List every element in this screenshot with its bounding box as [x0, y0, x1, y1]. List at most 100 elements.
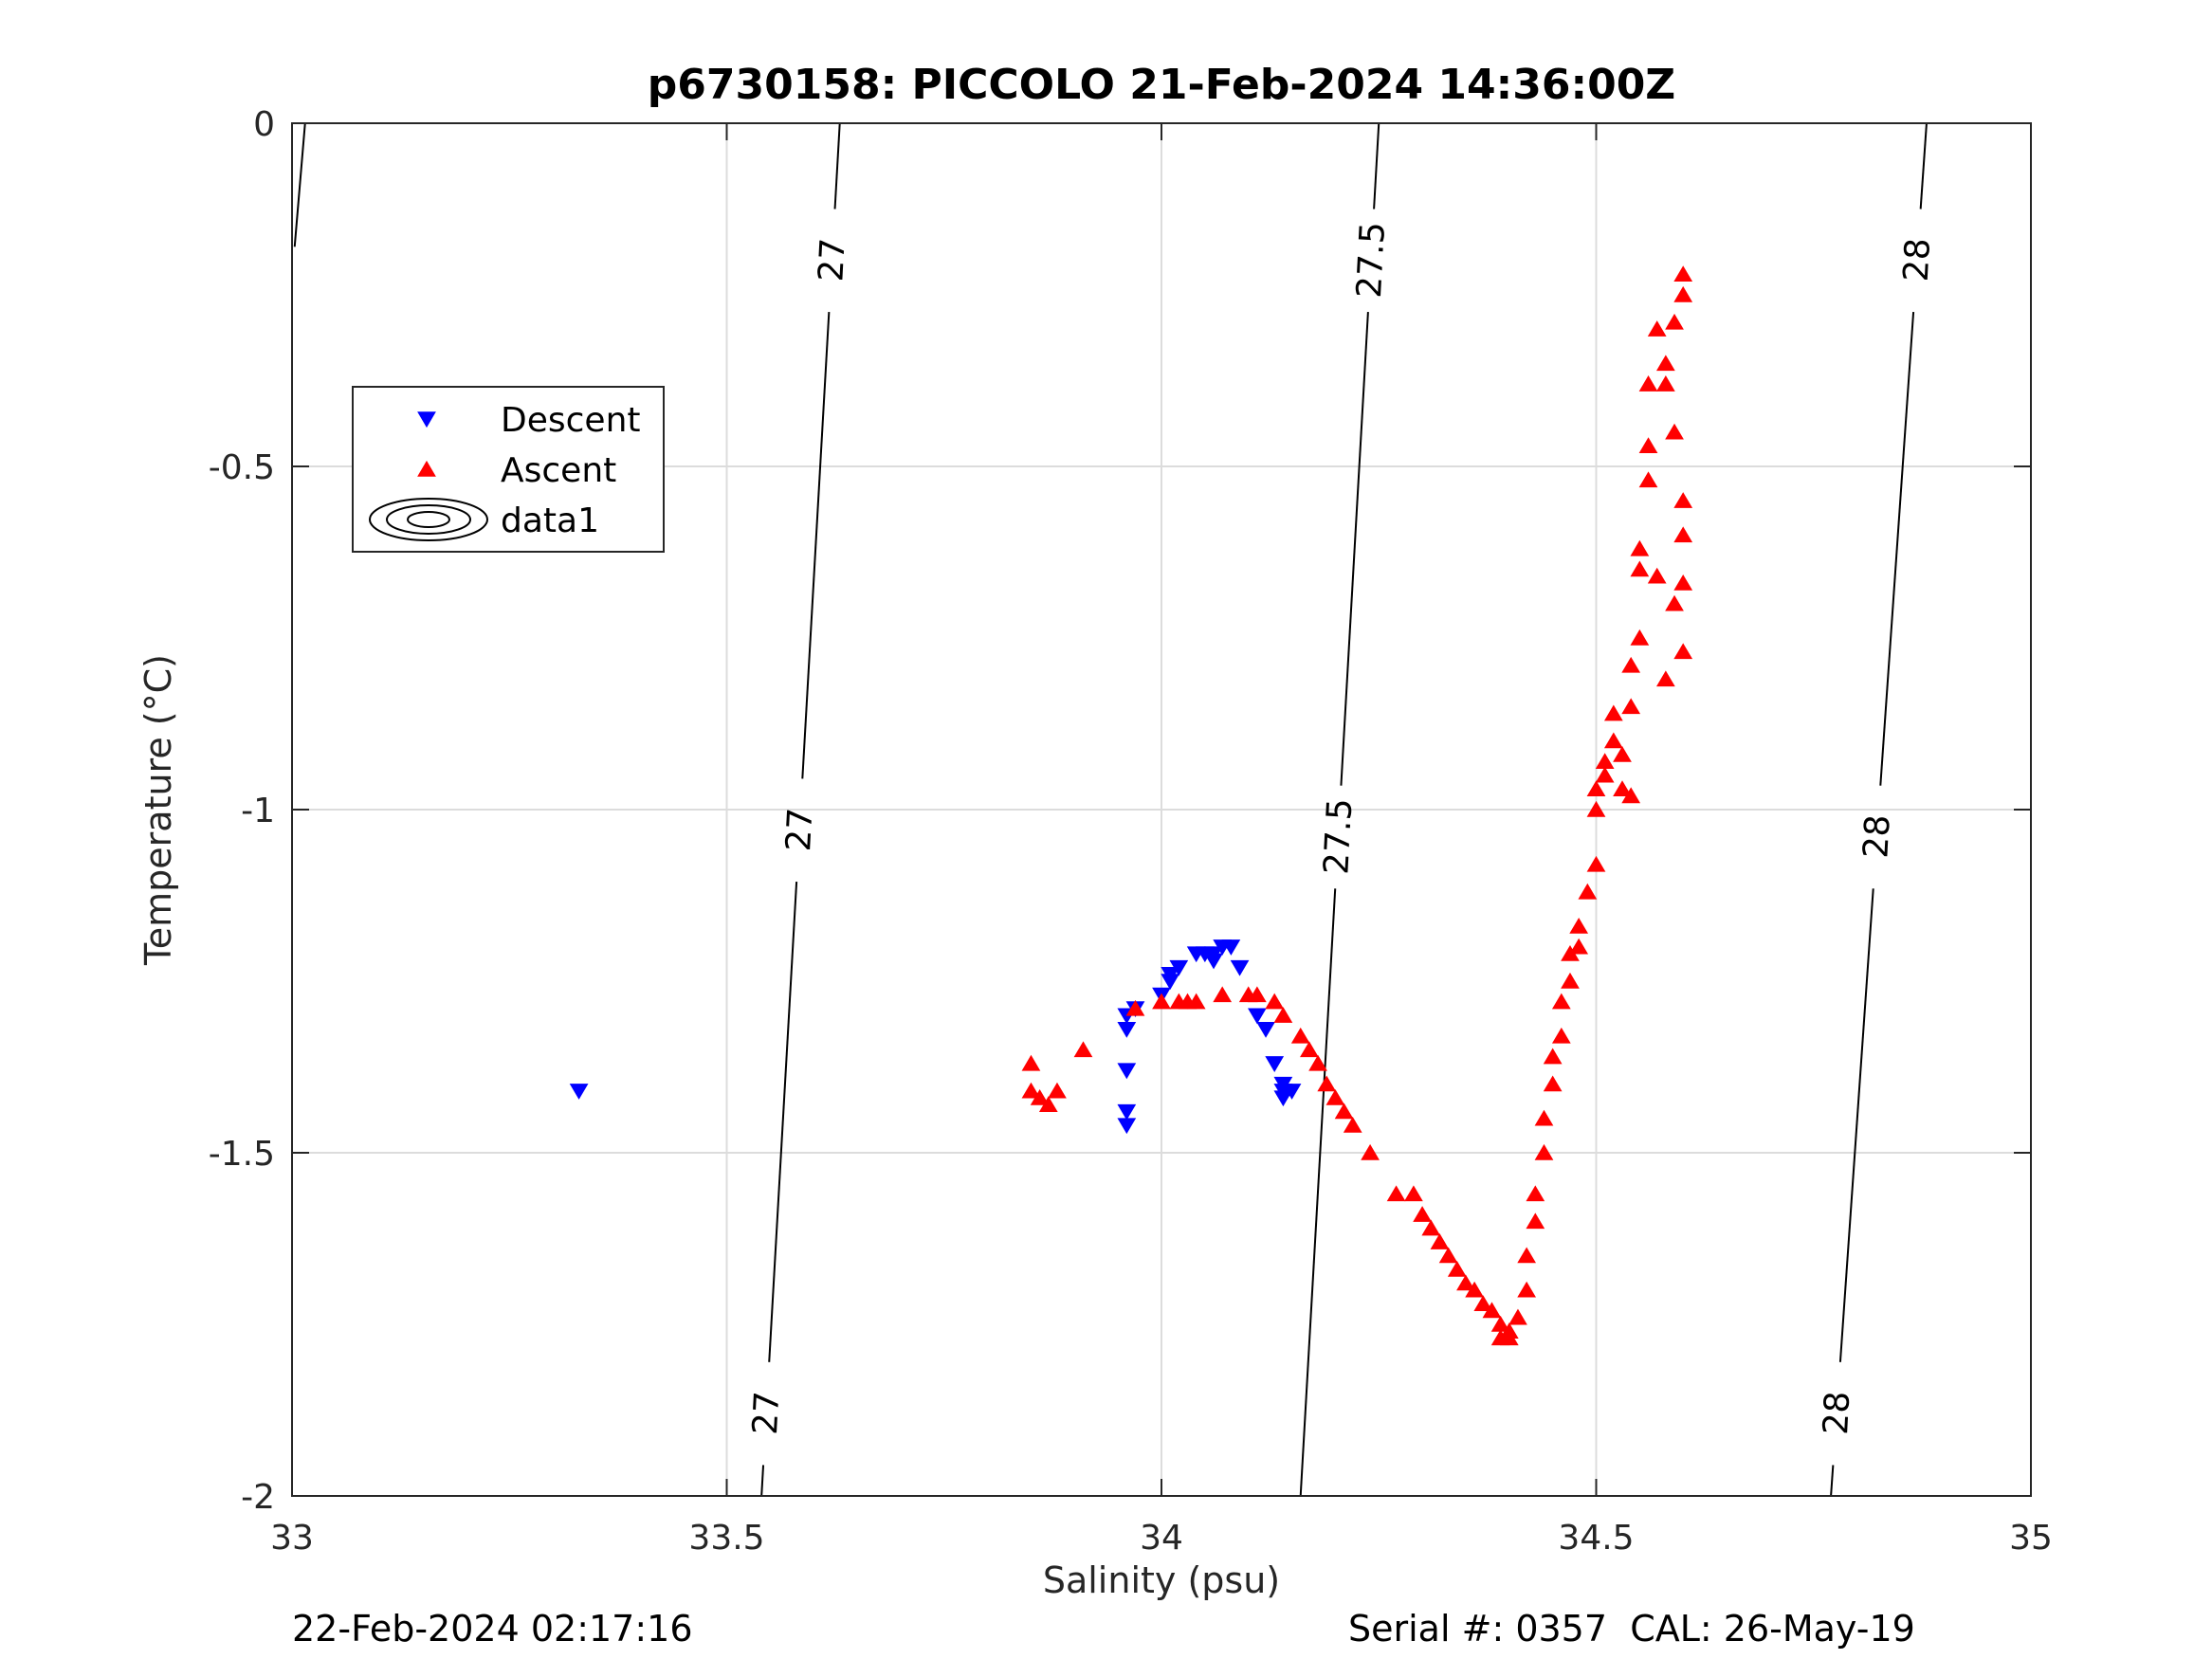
ascent-point	[1473, 1295, 1493, 1311]
ascent-point	[1673, 492, 1693, 508]
ascent-point	[1343, 1116, 1362, 1133]
y-tick-label: -0.5	[209, 448, 275, 487]
ascent-point	[1482, 1302, 1502, 1319]
contour-line	[1879, 312, 1915, 786]
ascent-point	[1517, 1281, 1537, 1298]
series-descent	[569, 939, 1302, 1135]
ascent-point	[1447, 1260, 1467, 1277]
contour-line	[833, 123, 841, 210]
density-contours: 27 27 27 27.5 27.5 28 28 28	[293, 123, 1938, 1496]
contour-line	[1838, 888, 1874, 1362]
ascent-point	[1404, 1185, 1423, 1202]
legend-contour-icon	[369, 498, 488, 541]
legend-descent-marker	[417, 411, 436, 428]
x-tick-label: 34.5	[1558, 1519, 1634, 1558]
ascent-point	[1665, 313, 1684, 330]
ascent-point	[1508, 1308, 1527, 1325]
ascent-point	[1413, 1206, 1432, 1222]
ascent-point	[1465, 1281, 1484, 1298]
legend-box	[352, 386, 665, 553]
ascent-point	[1421, 1219, 1441, 1236]
legend-contour-icon	[407, 511, 450, 528]
ascent-point	[1551, 993, 1571, 1010]
ascent-point	[1638, 471, 1658, 488]
descent-point	[1169, 959, 1189, 976]
ascent-point	[1621, 787, 1641, 804]
ascent-point	[1569, 917, 1589, 934]
legend-entry-ascent: Ascent	[501, 451, 616, 490]
ascent-point	[1438, 1247, 1458, 1264]
contour-label: 27	[779, 807, 820, 852]
legend-entry-descent: Descent	[501, 401, 641, 440]
grid-lines	[291, 122, 2032, 1497]
ascent-point	[1578, 883, 1598, 900]
descent-point	[1117, 1021, 1137, 1038]
y-tick-label: -2	[241, 1478, 275, 1517]
ascent-point	[1213, 986, 1233, 1003]
ascent-point	[1603, 732, 1623, 749]
contour-label: 28	[1897, 237, 1938, 283]
descent-point	[1247, 1008, 1267, 1025]
ascent-point	[1273, 1007, 1293, 1023]
ascent-point	[1638, 437, 1658, 453]
ascent-point	[1534, 1143, 1554, 1160]
x-axis-label: Salinity (psu)	[1043, 1559, 1280, 1601]
ascent-point	[1586, 800, 1606, 817]
footer-serial-cal: Serial #: 0357 CAL: 26-May-19	[1348, 1608, 1915, 1650]
ascent-point	[1073, 1041, 1093, 1058]
ascent-point	[1647, 567, 1667, 584]
ascent-point	[1152, 993, 1171, 1010]
ascent-point	[1665, 594, 1684, 611]
contour-label: 27	[746, 1391, 787, 1436]
ascent-point	[1655, 375, 1675, 392]
ascent-point	[1290, 1027, 1310, 1044]
chart-title: p6730158: PICCOLO 21-Feb-2024 14:36:00Z	[648, 61, 1675, 109]
series-ascent	[1021, 265, 1693, 1346]
ascent-point	[1300, 1041, 1319, 1058]
ascent-point	[1586, 780, 1606, 796]
ascent-point	[1655, 355, 1675, 372]
x-tick-label: 35	[2009, 1519, 2053, 1558]
y-tick-label: -1.5	[209, 1135, 275, 1174]
contour-line	[1299, 888, 1337, 1496]
contour-line	[293, 123, 306, 247]
ascent-point	[1673, 526, 1693, 543]
contour-line	[760, 1465, 765, 1496]
legend-entry-data1: data1	[501, 501, 599, 540]
ascent-point	[1325, 1088, 1345, 1105]
ascent-point	[1673, 285, 1693, 302]
y-axis-label: Temperature (°C)	[137, 654, 179, 966]
contour-line	[1373, 123, 1380, 210]
ascent-point	[1526, 1185, 1545, 1202]
descent-point	[569, 1084, 589, 1100]
ascent-point	[1621, 656, 1641, 673]
ascent-point	[1021, 1082, 1041, 1099]
ascent-point	[1569, 938, 1589, 955]
descent-point	[1230, 959, 1250, 976]
ascent-point	[1308, 1054, 1327, 1071]
ascent-point	[1265, 993, 1285, 1010]
y-tick-label: 0	[253, 105, 275, 144]
ascent-point	[1638, 375, 1658, 392]
contour-label: 28	[1817, 1391, 1857, 1436]
ascent-point	[1630, 560, 1650, 577]
descent-point	[1273, 1090, 1293, 1107]
descent-point	[1204, 946, 1223, 963]
ascent-point	[1334, 1103, 1354, 1120]
ascent-point	[1125, 999, 1145, 1016]
x-tick-label: 34	[1140, 1519, 1183, 1558]
contour-line	[1830, 1465, 1835, 1496]
ascent-point	[1647, 320, 1667, 337]
ascent-point	[1603, 704, 1623, 721]
ascent-point	[1317, 1075, 1337, 1092]
ascent-point	[1534, 1109, 1554, 1126]
ascent-point	[1456, 1274, 1475, 1291]
ascent-point	[1543, 1048, 1563, 1065]
ascent-point	[1551, 1027, 1571, 1044]
descent-point	[1117, 1063, 1137, 1080]
ascent-point	[1621, 698, 1641, 715]
descent-point	[1282, 1084, 1302, 1100]
y-tick-label: -1	[241, 792, 275, 830]
legend-ascent-marker	[417, 460, 436, 477]
ascent-point	[1186, 993, 1206, 1010]
